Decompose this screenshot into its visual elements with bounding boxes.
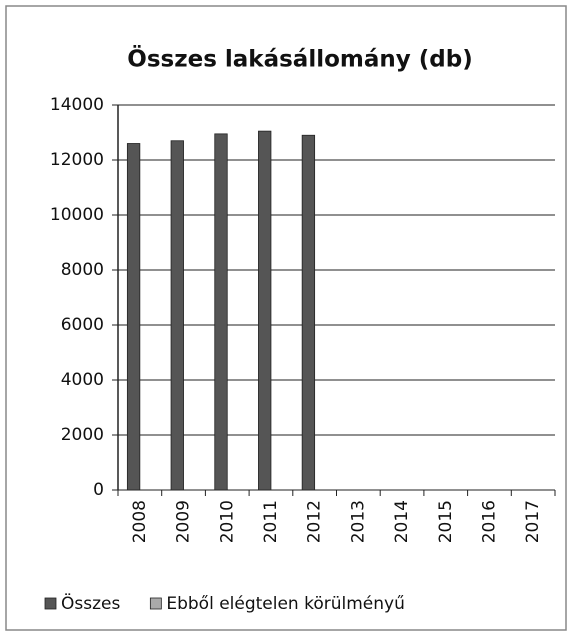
y-tick-label: 2000 bbox=[61, 425, 104, 445]
chart-title: Összes lakásállomány (db) bbox=[127, 45, 472, 73]
chart-frame bbox=[5, 5, 567, 631]
y-tick-label: 10000 bbox=[50, 205, 104, 225]
x-tick-label: 2010 bbox=[217, 500, 237, 543]
legend-swatch bbox=[149, 597, 162, 610]
y-tick-label: 12000 bbox=[50, 150, 104, 170]
legend-swatch bbox=[44, 597, 57, 610]
bar bbox=[170, 140, 184, 491]
y-tick-label: 4000 bbox=[61, 370, 104, 390]
y-tick-label: 14000 bbox=[50, 95, 104, 115]
x-tick-label: 2017 bbox=[523, 500, 543, 543]
legend-label: Összes bbox=[61, 592, 120, 614]
y-tick-label: 8000 bbox=[61, 260, 104, 280]
x-tick-label: 2009 bbox=[174, 500, 194, 543]
y-tick-label: 6000 bbox=[61, 315, 104, 335]
bar bbox=[126, 143, 141, 491]
x-tick-label: 2014 bbox=[392, 500, 412, 543]
legend-label: Ebből elégtelen körülményű bbox=[166, 594, 405, 614]
y-tick-label: 0 bbox=[93, 480, 104, 500]
bar bbox=[214, 133, 228, 491]
x-tick-label: 2013 bbox=[348, 500, 368, 543]
x-tick-label: 2015 bbox=[436, 500, 456, 543]
x-tick-label: 2011 bbox=[261, 500, 281, 543]
x-tick-label: 2012 bbox=[305, 500, 325, 543]
bar bbox=[258, 130, 272, 491]
x-tick-label: 2008 bbox=[130, 500, 150, 543]
x-tick-label: 2016 bbox=[479, 500, 499, 543]
bar bbox=[301, 134, 316, 491]
